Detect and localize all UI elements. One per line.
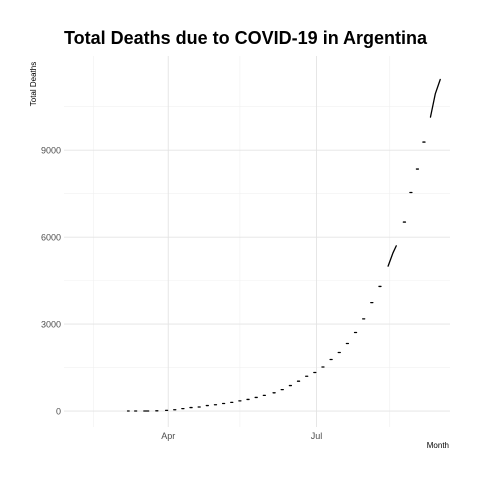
series-layer — [126, 78, 441, 412]
series-line — [387, 245, 397, 267]
y-tick-label: 6000 — [41, 233, 61, 243]
x-tick-label: Apr — [161, 431, 175, 441]
y-tick-label: 3000 — [41, 320, 61, 330]
y-tick-label: 0 — [56, 407, 61, 417]
x-axis-title: Month — [427, 441, 449, 450]
series-line — [429, 78, 441, 118]
x-tick-label: Jul — [311, 431, 323, 441]
chart-title: Total Deaths due to COVID-19 in Argentin… — [64, 28, 428, 48]
gridlines — [64, 56, 450, 427]
tick-labels: 0 3000 6000 9000 Apr Jul — [41, 146, 322, 441]
y-axis-title: Total Deaths — [29, 62, 38, 106]
y-tick-label: 9000 — [41, 146, 61, 156]
